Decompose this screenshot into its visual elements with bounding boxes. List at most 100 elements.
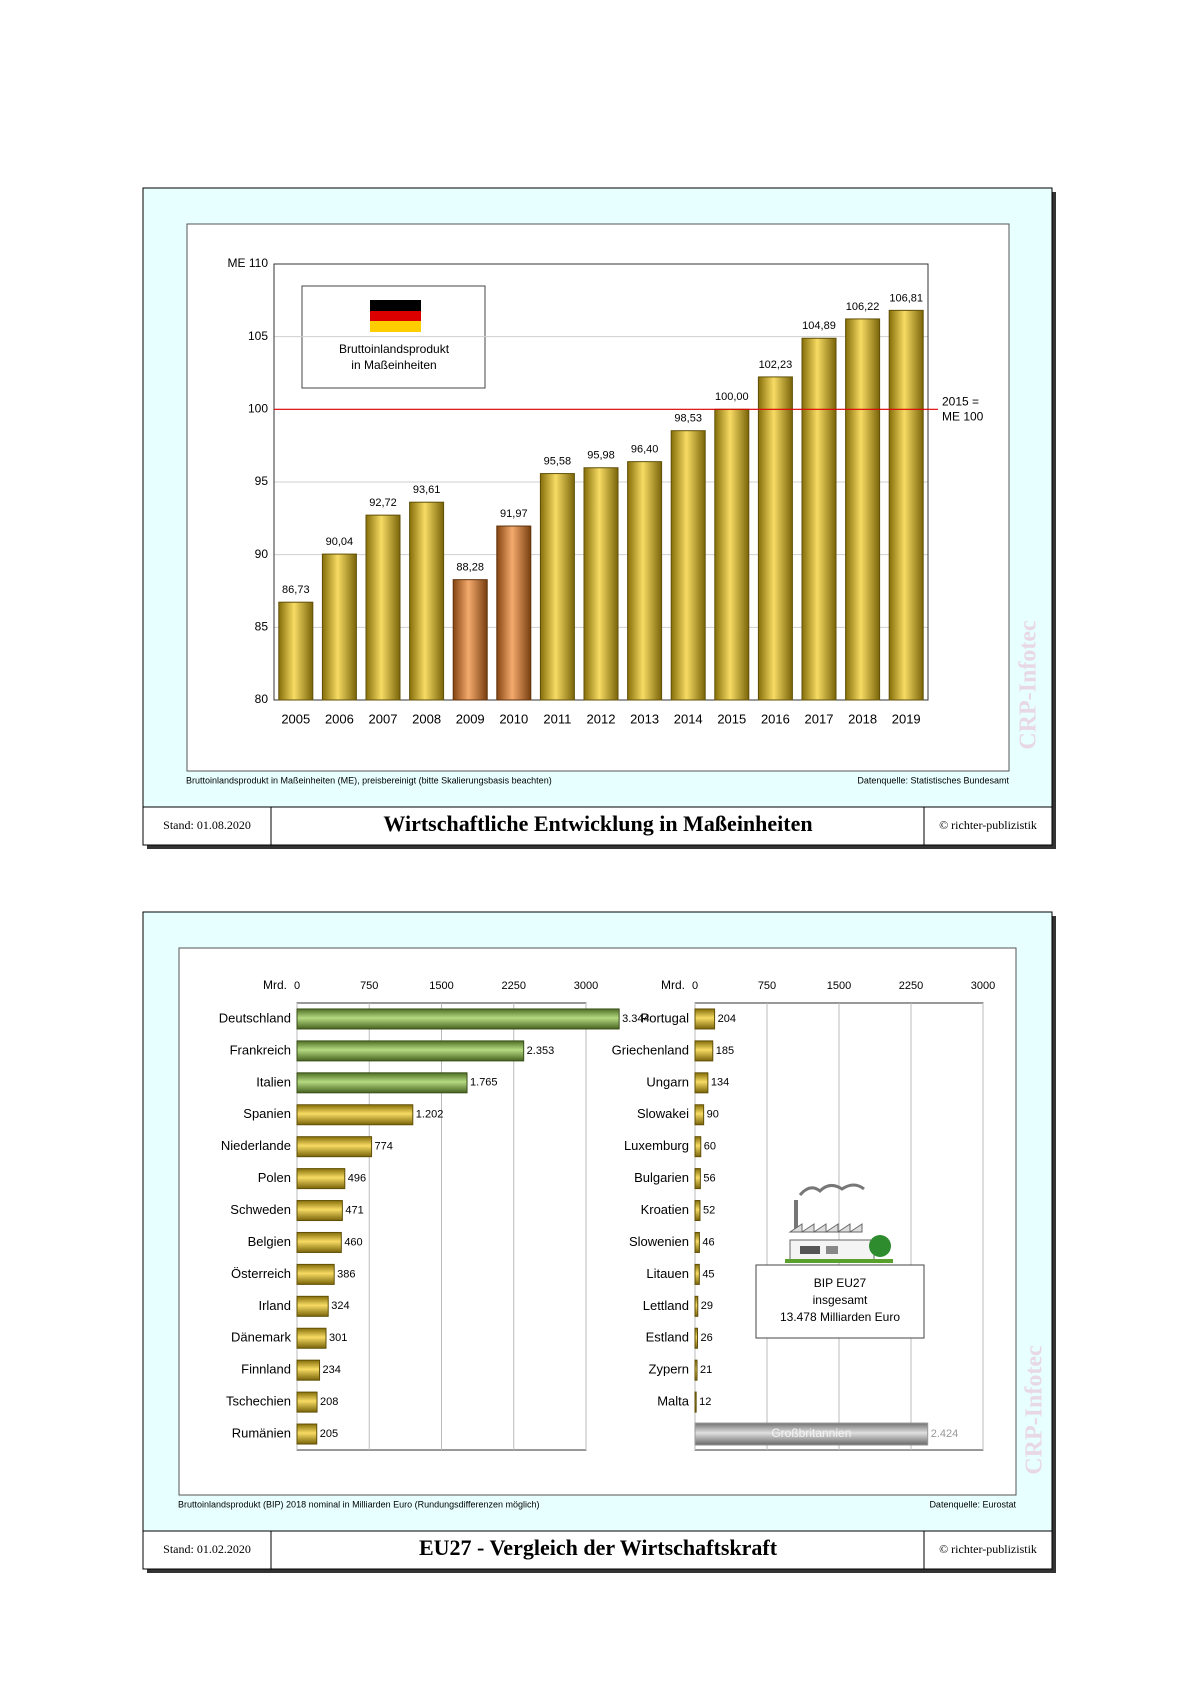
bar bbox=[296, 1231, 342, 1253]
bar bbox=[694, 1008, 716, 1030]
value-label: 386 bbox=[337, 1268, 355, 1280]
value-label: 52 bbox=[703, 1204, 715, 1216]
bar bbox=[496, 525, 532, 701]
value-label: 324 bbox=[331, 1300, 349, 1312]
value-label: 205 bbox=[320, 1428, 338, 1440]
category-label: Irland bbox=[258, 1298, 291, 1313]
x-tick-label: 2015 bbox=[717, 711, 746, 726]
value-label: 204 bbox=[718, 1013, 736, 1025]
bar bbox=[694, 1391, 697, 1413]
x-tick-label: 2013 bbox=[630, 711, 659, 726]
legend-text: Bruttoinlandsprodukt bbox=[339, 342, 450, 356]
reference-label: ME 100 bbox=[942, 410, 984, 424]
legend-text: in Maßeinheiten bbox=[351, 358, 436, 372]
footer bbox=[142, 1530, 1053, 1570]
y-tick-label: 105 bbox=[248, 329, 268, 343]
category-label: Slowenien bbox=[629, 1234, 689, 1249]
x-tick-label: 750 bbox=[360, 980, 378, 992]
bar bbox=[296, 1327, 327, 1349]
value-label: 234 bbox=[323, 1364, 341, 1376]
source: Datenquelle: Statistisches Bundesamt bbox=[857, 775, 1009, 785]
bar bbox=[801, 337, 837, 701]
x-tick-label: 3000 bbox=[574, 980, 598, 992]
category-label: Deutschland bbox=[219, 1010, 291, 1025]
category-label: Estland bbox=[646, 1330, 689, 1345]
category-label: Italien bbox=[256, 1074, 291, 1089]
value-label: 208 bbox=[320, 1396, 338, 1408]
bar bbox=[694, 1104, 705, 1126]
value-label: 46 bbox=[702, 1236, 714, 1248]
bar bbox=[694, 1263, 700, 1285]
copyright: © richter-publizistik bbox=[939, 1542, 1037, 1556]
value-label: 496 bbox=[348, 1173, 366, 1185]
bar bbox=[452, 579, 488, 701]
y-tick-label: 100 bbox=[248, 402, 268, 416]
source: Datenquelle: Eurostat bbox=[929, 1499, 1016, 1509]
category-label: Niederlande bbox=[221, 1138, 291, 1153]
x-tick-label: 2012 bbox=[587, 711, 616, 726]
y-tick-label: 85 bbox=[255, 620, 269, 634]
y-tick-label: 95 bbox=[255, 474, 269, 488]
value-label: 90,04 bbox=[326, 536, 354, 548]
bar bbox=[296, 1040, 525, 1062]
category-label: Portugal bbox=[641, 1010, 690, 1025]
x-tick-label: 2009 bbox=[456, 711, 485, 726]
value-label: 3.344 bbox=[622, 1013, 650, 1025]
bar bbox=[409, 501, 445, 701]
value-label: 185 bbox=[716, 1045, 734, 1057]
x-tick-label: 2250 bbox=[899, 980, 923, 992]
bar bbox=[845, 318, 881, 701]
bar bbox=[539, 473, 575, 701]
bar bbox=[757, 376, 793, 701]
bar bbox=[296, 1391, 318, 1413]
y-tick-label: ME 110 bbox=[228, 256, 269, 270]
bar bbox=[694, 1136, 702, 1158]
axis-label: Mrd. bbox=[263, 978, 287, 992]
value-label: 98,53 bbox=[674, 413, 702, 425]
category-label: Belgien bbox=[248, 1234, 291, 1249]
footnote: Bruttoinlandsprodukt (BIP) 2018 nominal … bbox=[178, 1499, 540, 1509]
category-label: Ungarn bbox=[646, 1074, 689, 1089]
value-label: 2.353 bbox=[527, 1045, 555, 1057]
category-label: Tschechien bbox=[226, 1394, 291, 1409]
footer bbox=[142, 806, 1053, 846]
value-label: 2.424 bbox=[931, 1428, 959, 1440]
x-tick-label: 2019 bbox=[892, 711, 921, 726]
category-label: Spanien bbox=[243, 1106, 291, 1121]
category-label: Österreich bbox=[231, 1266, 291, 1281]
watermark: CRP-Infotec bbox=[1016, 620, 1042, 750]
bar bbox=[694, 1200, 701, 1222]
bar bbox=[888, 309, 924, 701]
x-tick-label: 2014 bbox=[674, 711, 703, 726]
axis-label: Mrd. bbox=[661, 978, 685, 992]
value-label: 60 bbox=[704, 1141, 716, 1153]
bar bbox=[694, 1295, 699, 1317]
bar bbox=[296, 1423, 318, 1445]
value-label: 1.765 bbox=[470, 1077, 498, 1089]
footnote: Bruttoinlandsprodukt in Maßeinheiten (ME… bbox=[186, 775, 552, 785]
bar bbox=[694, 1327, 698, 1349]
y-tick-label: 80 bbox=[255, 692, 269, 706]
bar-label: Großbritannien bbox=[771, 1426, 851, 1440]
bar bbox=[296, 1008, 620, 1030]
x-tick-label: 2017 bbox=[805, 711, 834, 726]
stand: Stand: 01.02.2020 bbox=[163, 1542, 251, 1556]
copyright: © richter-publizistik bbox=[939, 818, 1037, 832]
value-label: 29 bbox=[701, 1300, 713, 1312]
panel-title: EU27 - Vergleich der Wirtschaftskraft bbox=[419, 1535, 778, 1560]
category-label: Zypern bbox=[649, 1362, 689, 1377]
x-tick-label: 2011 bbox=[543, 711, 571, 726]
category-label: Griechenland bbox=[612, 1042, 689, 1057]
bar bbox=[278, 601, 314, 701]
category-label: Lettland bbox=[643, 1298, 689, 1313]
flag-stripe bbox=[370, 311, 421, 321]
y-tick-label: 90 bbox=[255, 547, 269, 561]
bar bbox=[694, 1072, 709, 1094]
bar bbox=[296, 1200, 343, 1222]
value-label: 100,00 bbox=[715, 391, 749, 403]
x-tick-label: 0 bbox=[294, 980, 300, 992]
bar bbox=[694, 1359, 698, 1381]
value-label: 90 bbox=[707, 1109, 719, 1121]
value-label: 1.202 bbox=[416, 1109, 444, 1121]
x-tick-label: 2016 bbox=[761, 711, 790, 726]
